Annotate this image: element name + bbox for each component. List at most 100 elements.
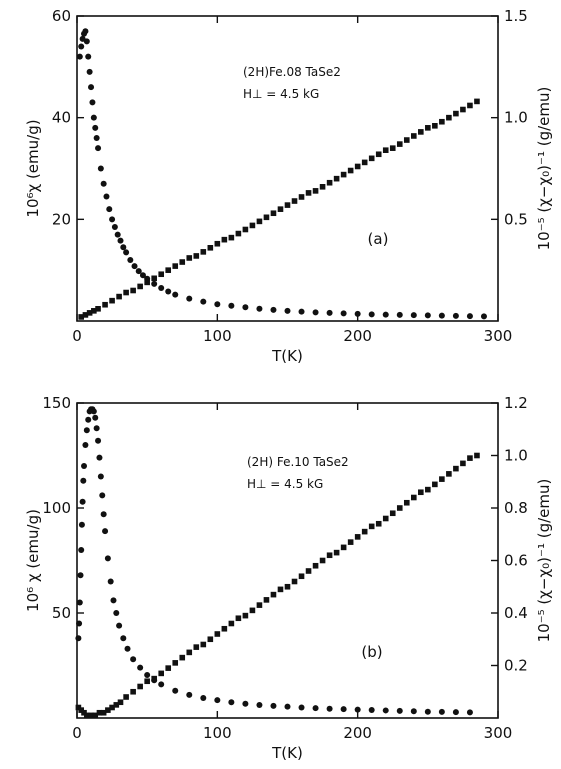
data-point-chi — [76, 620, 83, 627]
data-point-chi — [76, 599, 83, 606]
data-point-chi — [200, 298, 207, 305]
data-point-inverse-chi — [467, 102, 473, 109]
data-point-inverse-chi — [284, 202, 291, 208]
x-axis-title: T(K) — [271, 347, 303, 365]
y-tick-label-left: 40 — [52, 109, 71, 127]
data-point-chi — [85, 416, 92, 423]
data-point-inverse-chi — [312, 188, 319, 194]
data-point-chi — [144, 671, 151, 678]
data-point-inverse-chi — [130, 287, 136, 294]
data-point-inverse-chi — [200, 641, 207, 648]
x-tick-label: 200 — [343, 724, 372, 742]
data-point-inverse-chi — [249, 222, 256, 229]
data-point-inverse-chi — [396, 505, 403, 511]
panel-label: (b) — [361, 643, 382, 661]
data-point-chi — [452, 312, 459, 319]
data-point-inverse-chi — [305, 568, 312, 574]
data-point-inverse-chi — [340, 544, 347, 551]
data-point-chi — [96, 454, 103, 461]
data-point-chi — [326, 309, 333, 316]
x-tick-label: 300 — [484, 327, 513, 345]
data-point-chi — [113, 610, 120, 616]
data-point-chi — [75, 635, 82, 642]
data-point-inverse-chi — [474, 452, 480, 459]
data-point-chi — [131, 263, 138, 270]
data-point-inverse-chi — [305, 190, 312, 196]
data-point-inverse-chi — [446, 114, 452, 121]
data-point-chi — [172, 291, 179, 298]
data-point-chi — [135, 268, 142, 275]
data-point-inverse-chi — [116, 293, 122, 300]
data-point-inverse-chi — [151, 675, 157, 682]
data-point-chi — [104, 555, 111, 562]
data-point-chi — [92, 414, 99, 421]
data-point-chi — [326, 705, 333, 712]
data-point-chi — [95, 145, 102, 152]
data-point-inverse-chi — [411, 133, 417, 139]
data-point-chi — [396, 707, 403, 714]
data-point-inverse-chi — [446, 471, 452, 477]
data-point-inverse-chi — [347, 167, 354, 174]
data-point-chi — [120, 635, 127, 642]
data-point-chi — [110, 597, 117, 604]
data-point-inverse-chi — [403, 137, 410, 143]
data-point-chi — [200, 695, 207, 702]
data-point-inverse-chi — [249, 607, 256, 614]
chart-panel-a: 0 100 200 300 20 40 60 0.5 1.0 1.5 T(K) 10⁶χ (emu/g… — [24, 7, 553, 365]
data-point-inverse-chi — [158, 670, 164, 677]
data-point-chi — [97, 473, 104, 480]
data-point-chi — [82, 28, 89, 35]
data-point-inverse-chi — [235, 615, 242, 622]
data-point-inverse-chi — [221, 236, 228, 243]
data-point-chi — [438, 312, 445, 319]
data-point-inverse-chi — [75, 704, 82, 711]
data-point-inverse-chi — [298, 573, 305, 580]
data-point-chi — [466, 709, 473, 716]
data-point-chi — [124, 645, 131, 652]
data-point-inverse-chi — [179, 654, 186, 661]
data-point-chi — [111, 223, 118, 230]
data-point-chi — [298, 308, 305, 315]
data-point-chi — [116, 622, 123, 629]
y-tick-label-right: 0.5 — [504, 210, 528, 228]
data-point-chi — [466, 313, 473, 320]
data-point-chi — [120, 244, 127, 251]
data-point-chi — [139, 272, 146, 279]
data-point-inverse-chi — [78, 314, 85, 320]
data-point-inverse-chi — [453, 465, 459, 472]
data-point-inverse-chi — [298, 194, 305, 200]
data-point-chi — [256, 701, 263, 708]
chart-panel-b: 0 100 200 300 50 100 150 0.2 0.4 0.6 0.8 1.0 1.2 T(K)… — [24, 394, 553, 762]
data-point-chi — [81, 463, 88, 469]
data-point-chi — [97, 165, 104, 172]
data-point-chi — [214, 697, 221, 704]
data-point-chi — [82, 442, 89, 448]
data-point-inverse-chi — [193, 644, 200, 650]
data-point-chi — [452, 709, 459, 716]
data-point-inverse-chi — [88, 712, 94, 719]
data-point-inverse-chi — [439, 476, 445, 482]
data-point-inverse-chi — [109, 704, 115, 711]
data-point-inverse-chi — [193, 253, 200, 259]
data-point-inverse-chi — [186, 255, 193, 261]
y-tick-label-left: 60 — [52, 7, 71, 25]
data-point-inverse-chi — [361, 528, 368, 535]
data-point-chi — [410, 312, 417, 319]
x-tick-label: 100 — [203, 327, 232, 345]
data-point-chi — [93, 425, 100, 432]
y-axis-title-left: 10⁶ χ (emu/g) — [24, 509, 42, 612]
data-point-inverse-chi — [291, 198, 298, 204]
data-point-inverse-chi — [453, 110, 459, 117]
data-point-inverse-chi — [235, 230, 242, 237]
data-point-chi — [137, 664, 144, 671]
data-point-inverse-chi — [207, 636, 214, 643]
data-point-inverse-chi — [172, 660, 179, 666]
data-point-inverse-chi — [186, 649, 193, 656]
data-point-chi — [90, 114, 97, 121]
data-point-chi — [100, 180, 107, 187]
data-point-chi — [214, 301, 221, 308]
data-point-inverse-chi — [242, 226, 249, 233]
data-point-inverse-chi — [389, 145, 396, 151]
data-point-chi — [382, 311, 389, 318]
data-point-chi — [92, 124, 99, 131]
